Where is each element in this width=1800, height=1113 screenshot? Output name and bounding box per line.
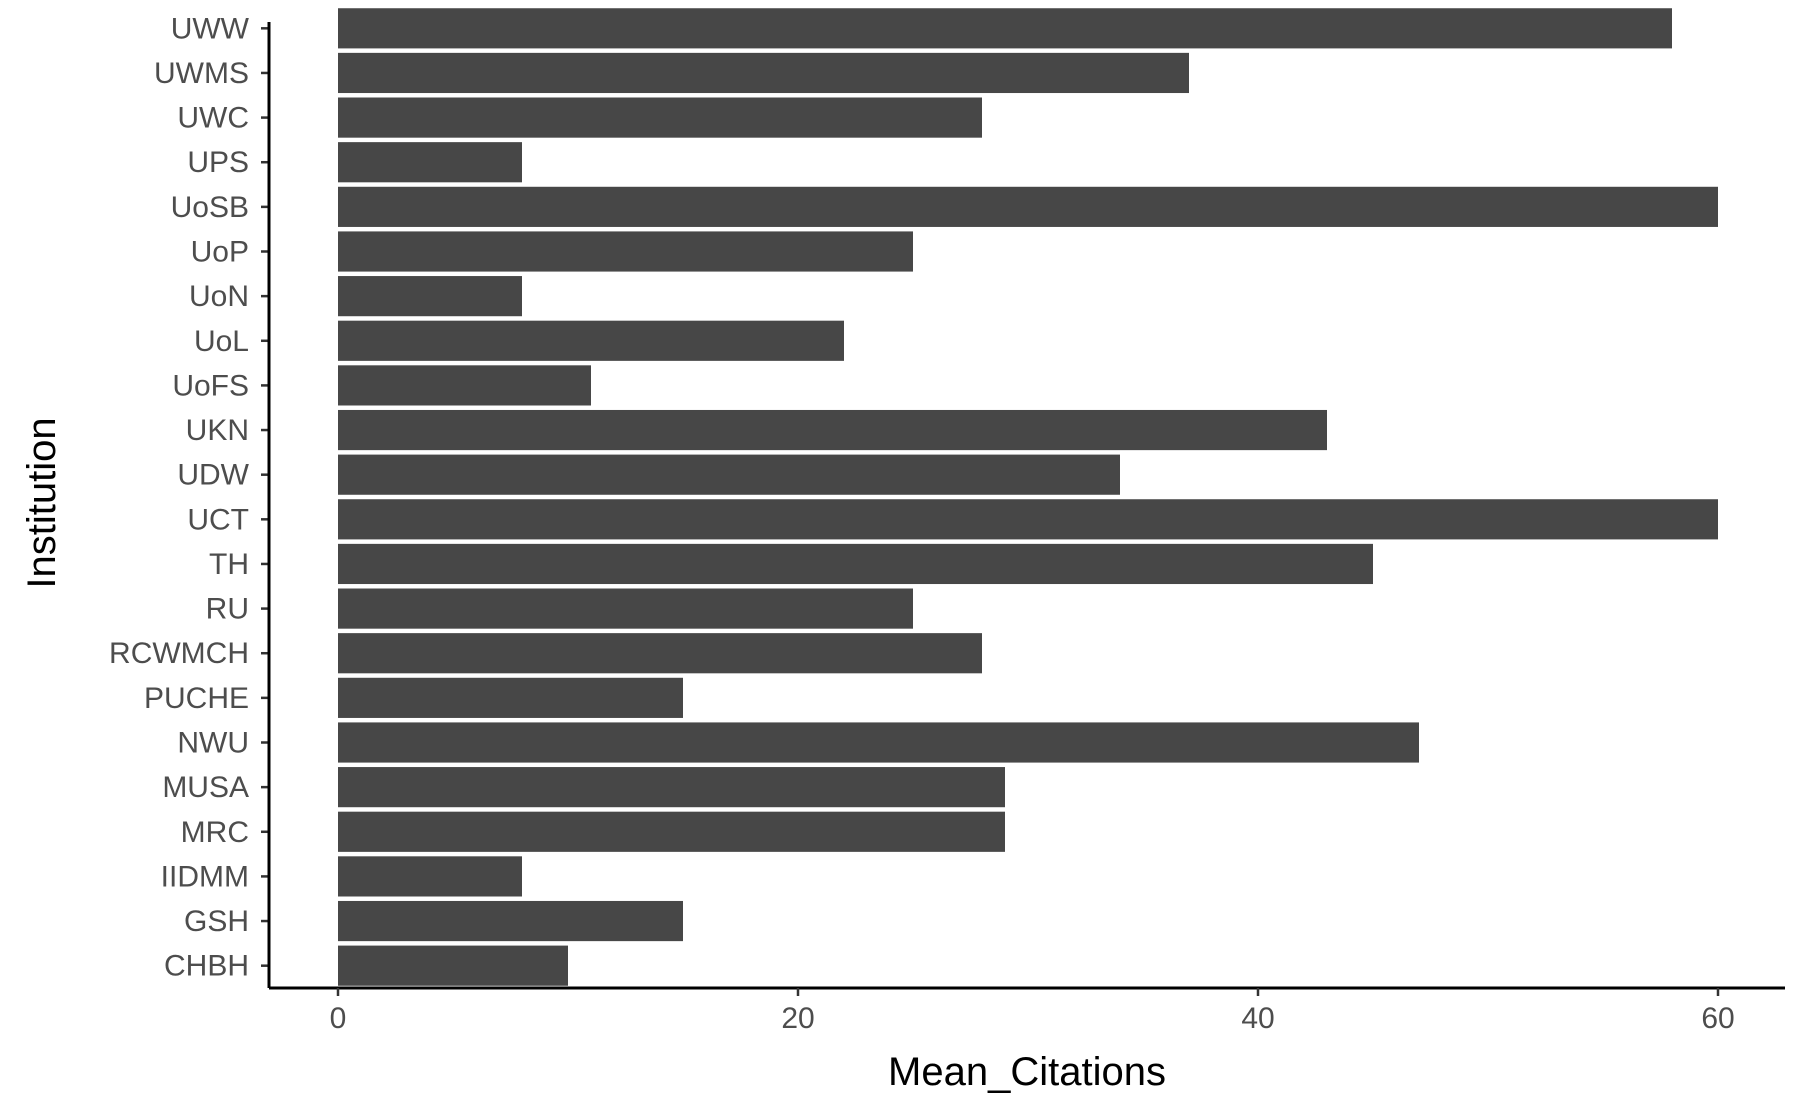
bar-ru bbox=[338, 588, 913, 629]
bar-uol bbox=[338, 320, 844, 361]
bar-uwms bbox=[338, 52, 1189, 94]
y-tick-label: UoP bbox=[191, 236, 249, 269]
bar-uosb bbox=[338, 186, 1718, 227]
y-tick-label: RU bbox=[206, 593, 249, 626]
y-tick-label: UoFS bbox=[172, 369, 249, 402]
x-tick-label: 60 bbox=[1701, 1002, 1734, 1035]
bars-group bbox=[338, 8, 1718, 986]
y-tick-label: UoN bbox=[189, 280, 249, 313]
x-tick-label: 20 bbox=[781, 1002, 814, 1035]
bar-nwu bbox=[338, 722, 1419, 763]
y-tick-label: MRC bbox=[181, 816, 249, 849]
bar-uofs bbox=[338, 365, 591, 406]
bar-mrc bbox=[338, 811, 1005, 852]
y-tick-label: CHBH bbox=[164, 950, 249, 983]
y-tick-label: NWU bbox=[177, 727, 249, 760]
y-tick-label: MUSA bbox=[162, 771, 249, 804]
bar-uct bbox=[338, 499, 1718, 540]
bar-chbh bbox=[338, 945, 568, 986]
y-tick-label: UDW bbox=[177, 459, 249, 492]
x-axis: 0 20 40 60 bbox=[269, 986, 1785, 1035]
bar-ups bbox=[338, 142, 522, 183]
bar-musa bbox=[338, 767, 1005, 808]
y-tick-label: UKN bbox=[186, 414, 249, 447]
y-tick-label: PUCHE bbox=[144, 682, 249, 715]
bar-uop bbox=[338, 231, 913, 272]
y-tick-label: UoL bbox=[194, 325, 249, 358]
x-tick-label: 40 bbox=[1241, 1002, 1274, 1035]
y-axis: CHBH GSH IIDMM MRC MUSA NWU PUCHE RCWMCH RU TH UCT… bbox=[109, 12, 271, 988]
y-tick-label: UPS bbox=[187, 146, 249, 179]
bar-gsh bbox=[338, 900, 683, 942]
y-axis-title: Institution bbox=[20, 417, 64, 588]
bar-udw bbox=[338, 454, 1120, 495]
bar-uwc bbox=[338, 97, 982, 138]
y-tick-label: TH bbox=[209, 548, 249, 581]
x-tick-label: 0 bbox=[330, 1002, 347, 1035]
y-tick-label: UWC bbox=[177, 102, 249, 135]
y-tick-label: RCWMCH bbox=[109, 637, 249, 670]
y-tick-label: UWMS bbox=[154, 57, 249, 90]
bar-uww bbox=[338, 8, 1672, 49]
y-tick-label: GSH bbox=[184, 905, 249, 938]
bar-th bbox=[338, 543, 1373, 585]
y-tick-label: IIDMM bbox=[161, 860, 249, 893]
x-axis-title: Mean_Citations bbox=[888, 1050, 1166, 1094]
bar-ukn bbox=[338, 409, 1327, 451]
bar-iidmm bbox=[338, 856, 522, 897]
bar-puche bbox=[338, 677, 683, 718]
y-tick-label: UWW bbox=[171, 12, 250, 45]
y-tick-label: UCT bbox=[187, 503, 249, 536]
bar-rcwmch bbox=[338, 633, 982, 674]
y-tick-label: UoSB bbox=[171, 191, 249, 224]
bar-uon bbox=[338, 276, 522, 317]
